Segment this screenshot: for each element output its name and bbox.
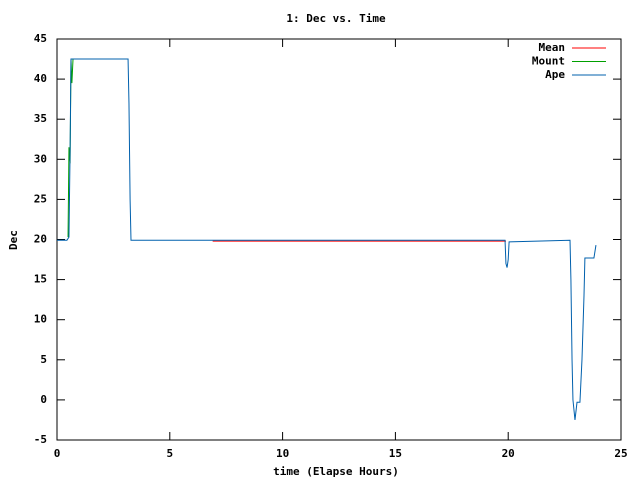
y-tick-label: 25 bbox=[34, 192, 47, 205]
x-tick-label: 25 bbox=[614, 447, 627, 460]
y-tick-label: 10 bbox=[34, 313, 47, 326]
x-tick-label: 5 bbox=[166, 447, 173, 460]
y-tick-label: 0 bbox=[40, 393, 47, 406]
x-tick-label: 20 bbox=[502, 447, 515, 460]
x-tick-label: 15 bbox=[389, 447, 402, 460]
y-tick-label: 5 bbox=[40, 353, 47, 366]
x-tick-label: 10 bbox=[276, 447, 289, 460]
y-tick-label: 15 bbox=[34, 273, 47, 286]
y-tick-label: 45 bbox=[34, 32, 47, 45]
y-tick-label: 30 bbox=[34, 152, 47, 165]
y-tick-label: 40 bbox=[34, 72, 47, 85]
x-axis-label: time (Elapse Hours) bbox=[273, 465, 399, 478]
chart-title: 1: Dec vs. Time bbox=[286, 12, 386, 25]
legend-label: Mean bbox=[539, 41, 566, 54]
y-axis-label: Dec bbox=[7, 230, 20, 250]
y-tick-label: -5 bbox=[34, 433, 47, 446]
y-tick-label: 20 bbox=[34, 233, 47, 246]
x-tick-label: 0 bbox=[54, 447, 61, 460]
legend-label: Ape bbox=[545, 68, 565, 81]
plot-frame bbox=[56, 38, 622, 441]
series-line bbox=[57, 58, 597, 421]
legend-label: Mount bbox=[532, 55, 565, 68]
y-tick-label: 35 bbox=[34, 112, 47, 125]
